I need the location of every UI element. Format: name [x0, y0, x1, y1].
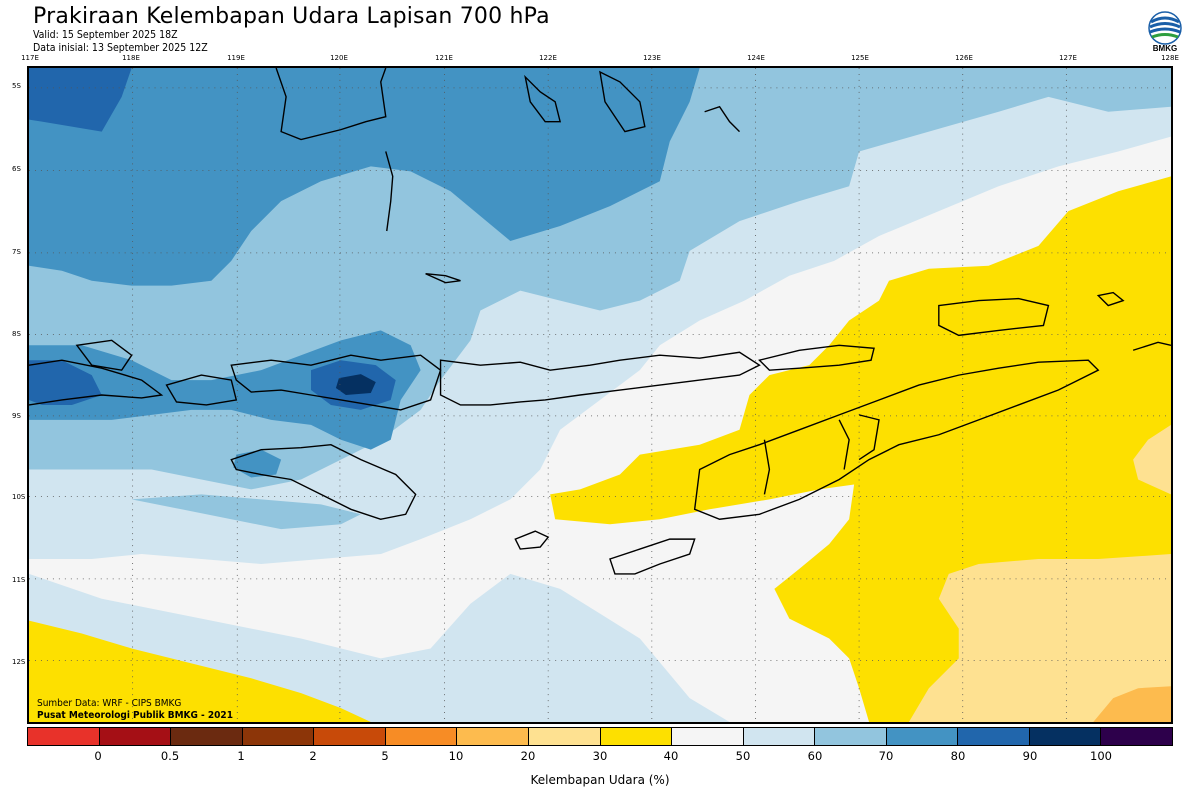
colorbar-swatch [1029, 728, 1102, 745]
colorbar-tick: 1 [237, 749, 245, 763]
lon-label: 128E [1161, 54, 1179, 62]
lat-label: 7S [12, 248, 21, 256]
page-title: Prakiraan Kelembapan Udara Lapisan 700 h… [33, 4, 550, 29]
colorbar-swatch [457, 728, 529, 745]
humidity-70-80 [233, 449, 282, 478]
lat-label: 8S [12, 330, 21, 338]
valid-time: Valid: 15 September 2025 18Z [33, 29, 178, 41]
humidity-20-30 [1133, 424, 1171, 495]
lon-label: 122E [539, 54, 557, 62]
colorbar-tick: 80 [950, 749, 966, 763]
colorbar-tick: 20 [520, 749, 536, 763]
colorbar-swatch [28, 728, 100, 745]
coastline-buton [524, 74, 562, 123]
lat-label: 9S [12, 412, 21, 420]
humidity-30-40 [29, 620, 371, 722]
coastline-rote [609, 538, 696, 575]
lat-label: 6S [12, 165, 21, 173]
colorbar-swatch [600, 728, 673, 745]
map-grid [29, 68, 1171, 722]
colorbar-swatch [743, 728, 816, 745]
coastline-flores-sea-islands [704, 105, 741, 133]
humidity-70-80 [29, 68, 700, 286]
colorbar-label: Kelembapan Udara (%) [530, 773, 670, 787]
coastline-flores [439, 351, 761, 406]
coastline-rote [514, 530, 550, 550]
coastline-timor-border [763, 439, 771, 495]
colorbar-tick: 40 [663, 749, 679, 763]
colorbar-tick: 5 [381, 749, 389, 763]
colorbar-swatch [672, 728, 744, 745]
humidity-field [29, 68, 1171, 722]
humidity-80-90 [29, 360, 102, 405]
humidity-20-30 [908, 554, 1171, 722]
lon-label: 123E [643, 54, 661, 62]
lon-label: 119E [227, 54, 245, 62]
colorbar-tick: 50 [735, 749, 751, 763]
coastline-alor [758, 344, 875, 371]
colorbar-tick: 10 [448, 749, 464, 763]
colorbar-swatch [815, 728, 887, 745]
colorbar-tick: 30 [592, 749, 608, 763]
coastline-sumbawa [230, 354, 442, 411]
lon-label: 127E [1059, 54, 1077, 62]
bmkg-logo-icon [1148, 11, 1182, 45]
colorbar [27, 727, 1173, 746]
coastline-east-islands [1132, 341, 1171, 351]
humidity-10-20 [1093, 686, 1171, 722]
coastline-east-islands [1096, 291, 1125, 307]
colorbar-tick: 90 [1022, 749, 1038, 763]
colorbar-tick: 60 [807, 749, 823, 763]
colorbar-swatch [314, 728, 386, 745]
lon-label: 120E [330, 54, 348, 62]
lon-label: 117E [21, 54, 39, 62]
coastline-selayar [425, 273, 461, 284]
colorbar-swatch [171, 728, 243, 745]
colorbar-swatch [886, 728, 959, 745]
humidity-60-70 [131, 494, 361, 530]
colorbar-swatch [1101, 728, 1172, 745]
coastline-bali [29, 359, 164, 406]
colorbar-tick: 0.5 [160, 749, 180, 763]
colorbar-tick: 0 [94, 749, 102, 763]
humidity-90-100 [335, 374, 376, 395]
lon-label: 125E [851, 54, 869, 62]
colorbar-tick: 70 [878, 749, 894, 763]
lon-label: 121E [435, 54, 453, 62]
coastline-muna [599, 70, 646, 133]
colorbar-tick: 100 [1090, 749, 1112, 763]
lon-label: 118E [122, 54, 140, 62]
colorbar-tick: 2 [309, 749, 317, 763]
humidity-map[interactable] [27, 66, 1173, 724]
initial-time: Data inisial: 13 September 2025 12Z [33, 42, 208, 54]
lon-label: 126E [955, 54, 973, 62]
colorbar-swatch [528, 728, 601, 745]
coastline-sulawesi [385, 151, 394, 232]
lat-label: 12S [12, 658, 26, 666]
colorbar-swatch [958, 728, 1030, 745]
colorbar-swatch [99, 728, 172, 745]
coastline-sumba [230, 443, 417, 520]
coastline-lombok [165, 374, 238, 406]
coastlines [29, 68, 1171, 575]
coastline-sumbawa [75, 339, 133, 371]
coastline-timor-border [838, 419, 850, 470]
lat-label: 5S [12, 82, 21, 90]
coastline-timor-border [858, 414, 880, 461]
coastline-timor [693, 359, 1100, 520]
organization-credit: Pusat Meteorologi Publik BMKG - 2021 [37, 710, 233, 721]
coastline-sulawesi [275, 68, 387, 141]
humidity-70-80 [29, 330, 421, 450]
logo-text: BMKG [1152, 44, 1178, 53]
colorbar-swatch [385, 728, 458, 745]
lat-label: 11S [12, 576, 26, 584]
data-source: Sumber Data: WRF - CIPS BMKG [37, 698, 182, 709]
coastline-wetar [938, 297, 1050, 337]
humidity-80-90 [29, 68, 132, 132]
colorbar-swatch [242, 728, 315, 745]
lon-label: 124E [747, 54, 765, 62]
lat-label: 10S [12, 493, 26, 501]
